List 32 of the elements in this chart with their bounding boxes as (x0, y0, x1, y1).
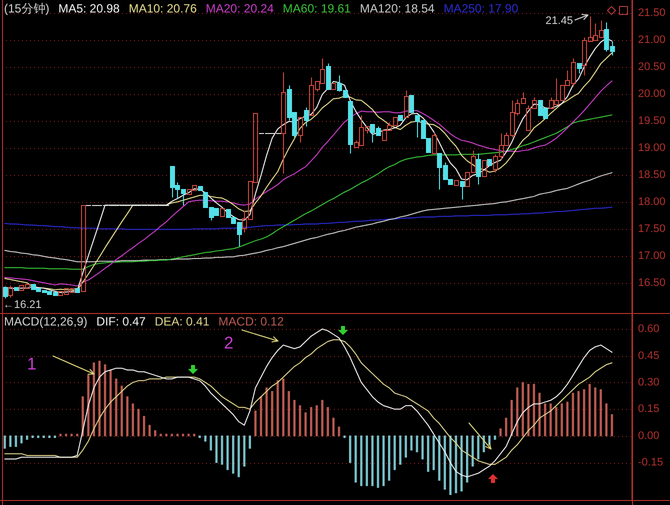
y-tick-label: 19.00 (638, 142, 666, 154)
y-tick-label: 17.00 (638, 250, 666, 262)
text: MA5: 20.98 (58, 1, 120, 16)
annotation: ←16.21 (3, 299, 42, 312)
y-tick-label: 19.50 (638, 114, 666, 127)
text: MA10: 20.76 (128, 1, 198, 16)
y-tick-label: 0.30 (638, 376, 660, 388)
y-tick-label: 0.15 (638, 403, 660, 416)
chart-title: MACD(12,26,9) (4, 314, 88, 328)
y-tick-label: 18.50 (638, 168, 666, 181)
text: MACD: 0.12 (218, 314, 284, 328)
y-tick-label: 0.00 (638, 430, 660, 442)
text: MA60: 19.61 (282, 1, 352, 16)
y-tick-label: 18.00 (638, 196, 666, 208)
y-tick-label: -0.15 (638, 456, 664, 469)
chart-title: (15分钟) (4, 1, 50, 16)
y-tick-label: 0.45 (638, 350, 660, 362)
y-tick-label: 20.50 (638, 60, 666, 73)
y-tick-label: 21.00 (638, 34, 666, 46)
text: MA20: 20.24 (206, 1, 274, 16)
annotation: 1 (27, 354, 36, 374)
text: MA250: 17.90 (444, 1, 519, 16)
annotation: 2 (224, 334, 234, 353)
y-tick-label: 17.50 (638, 222, 666, 235)
y-tick-label: 0.60 (638, 323, 660, 336)
text: DEA: 0.41 (154, 314, 210, 328)
y-tick-label: 21.50 (638, 6, 666, 19)
text: MA120: 18.54 (360, 1, 435, 16)
text: DIF: 0.47 (96, 314, 146, 328)
annotation: 21.45 (545, 15, 573, 28)
y-tick-label: 20.00 (638, 88, 666, 100)
y-tick-label: 16.50 (638, 276, 666, 289)
